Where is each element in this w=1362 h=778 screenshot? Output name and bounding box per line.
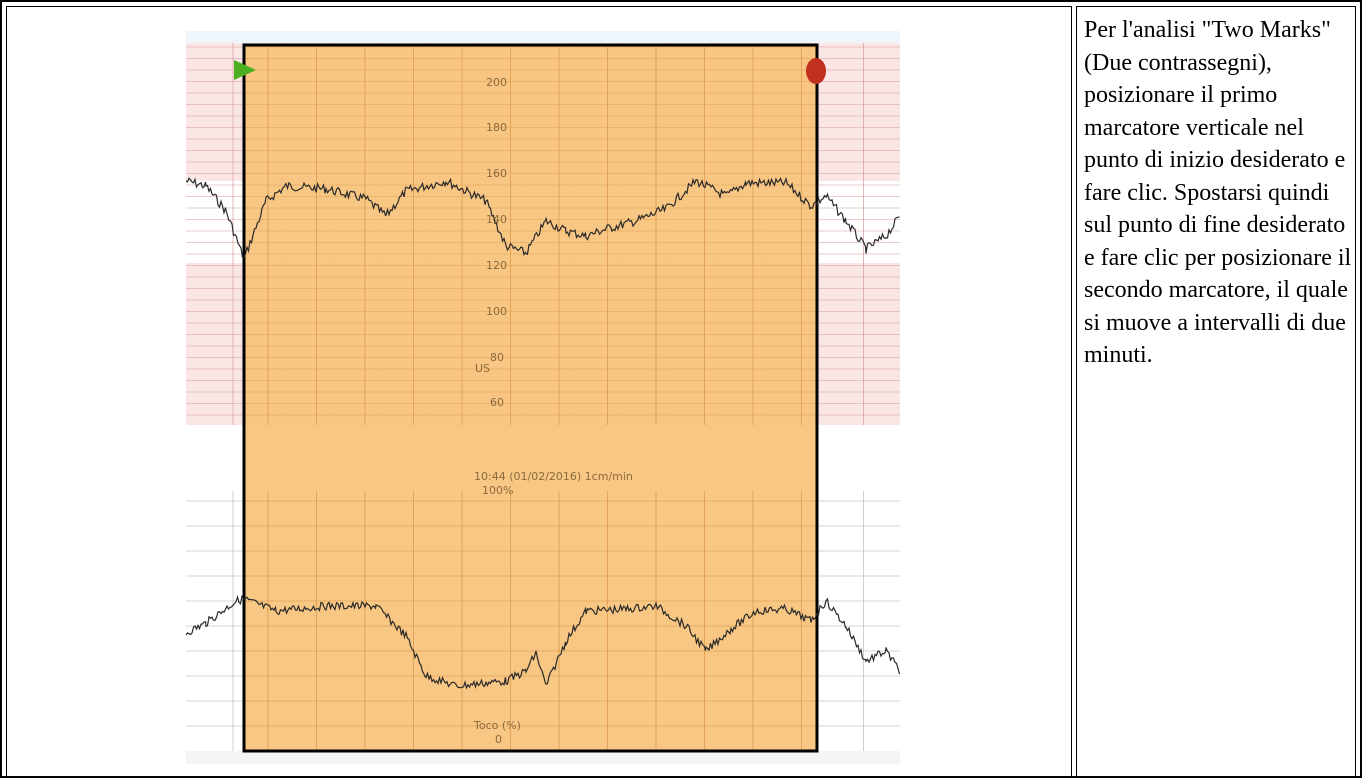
fhr-tick-60: 60 — [490, 396, 504, 409]
selection-grid — [244, 45, 817, 751]
fhr-tick-100: 100 — [486, 305, 507, 318]
fhr-tick-120: 120 — [486, 259, 507, 272]
selection-border — [242, 43, 819, 753]
fhr-tick-160: 160 — [486, 167, 507, 180]
ctg-figure: 200 180 160 140 120 100 80 US 60 10:44 (… — [186, 31, 900, 764]
toco-axis-label: Toco (%) — [473, 719, 521, 732]
figure-cell — [6, 6, 1072, 778]
start-marker-icon[interactable] — [234, 60, 256, 80]
fhr-tick-80: 80 — [490, 351, 504, 364]
selection-region — [244, 45, 817, 751]
instruction-text: Per l'analisi "Two Marks" (Due contrasse… — [1084, 17, 1352, 368]
top-strip — [186, 31, 900, 43]
end-marker-icon[interactable] — [806, 58, 826, 84]
toco-trace — [186, 594, 900, 690]
instruction-cell: Per l'analisi "Two Marks" (Due contrasse… — [1084, 14, 1352, 372]
fhr-axis: 200 180 160 140 120 100 80 US 60 — [475, 76, 507, 409]
fhr-axis-label: US — [475, 362, 490, 375]
toco-tick-100: 100% — [482, 484, 513, 497]
fhr-tick-200: 200 — [486, 76, 507, 89]
text-cell-border — [1076, 6, 1356, 778]
fhr-trace — [186, 176, 900, 259]
toco-tick-0: 0 — [495, 733, 502, 746]
fhr-tick-140: 140 — [486, 213, 507, 226]
timestamp-label: 10:44 (01/02/2016) 1cm/min — [474, 470, 633, 483]
bottom-strip — [186, 751, 900, 764]
fhr-tick-180: 180 — [486, 121, 507, 134]
